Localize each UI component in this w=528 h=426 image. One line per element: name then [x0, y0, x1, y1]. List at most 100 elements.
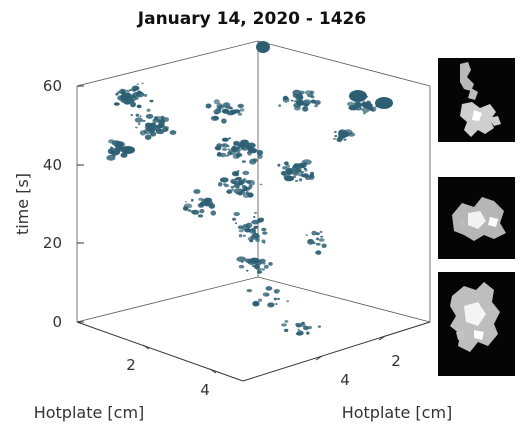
- scatter-point-259: [249, 158, 257, 165]
- scatter-point-219: [227, 148, 230, 151]
- scatter-point-164: [370, 106, 377, 112]
- scatter-point-369: [242, 234, 246, 237]
- scatter-point-372: [251, 232, 260, 239]
- scatter-point-353: [232, 217, 237, 221]
- x-tick-4: 4: [200, 381, 210, 399]
- scatter-point-36: [131, 85, 140, 91]
- scatter-point-254: [219, 152, 227, 158]
- scatter-point-459: [305, 234, 309, 237]
- scatter-point-198: [213, 99, 220, 105]
- scatter-point-98: [106, 154, 116, 161]
- scatter-point-231: [236, 156, 240, 159]
- scatter-point-359: [235, 222, 237, 225]
- scatter-point-286: [302, 173, 310, 178]
- scatter-point-333: [236, 176, 242, 181]
- scatter-point-407: [265, 294, 270, 297]
- y-tick-2: 2: [391, 352, 401, 370]
- scatter-point-76: [154, 116, 158, 120]
- scatter-point-78: [130, 113, 134, 117]
- z-tick-60: 60: [43, 77, 62, 95]
- scatter-point-367: [249, 230, 256, 234]
- scatter-point-29: [136, 90, 142, 95]
- scatter-point-396: [265, 286, 273, 291]
- scatter-point-392: [241, 260, 244, 263]
- scatter-point-282: [277, 163, 281, 167]
- scatter-point-435: [191, 209, 200, 215]
- inset-image-1: [438, 58, 515, 142]
- scatter-point-187: [334, 135, 338, 137]
- scatter-point-247: [240, 144, 250, 151]
- scatter-point-342: [243, 178, 246, 180]
- scatter-point-371: [258, 217, 265, 222]
- scatter-point-447: [318, 238, 325, 242]
- scatter-point-131: [314, 104, 318, 108]
- scatter-point-255: [240, 146, 245, 150]
- scatter-point-84: [164, 126, 169, 130]
- scatter-point-440: [210, 210, 217, 216]
- scatter-point-444: [199, 202, 204, 207]
- scatter-point-370: [261, 227, 267, 232]
- scatter-point-293: [295, 168, 302, 173]
- inset-image-3-graphic: [450, 282, 500, 352]
- scatter-point-378: [236, 256, 247, 263]
- scatter-point-72: [145, 113, 154, 119]
- scatter-point-411: [284, 320, 289, 323]
- inset-image-3: [438, 272, 515, 376]
- scatter-point-82: [147, 128, 155, 133]
- scatter-point-391: [262, 262, 266, 265]
- scatter-point-105: [109, 147, 114, 150]
- scatter-point-3: [143, 93, 148, 97]
- scatter-point-434: [201, 198, 207, 202]
- z-axis: 60 40 20 0 time [s]: [13, 77, 84, 331]
- scatter-point-335: [231, 188, 234, 191]
- scatter-point-290: [298, 178, 303, 182]
- scatter-point-326: [242, 193, 250, 199]
- inset-image-2: [438, 177, 515, 259]
- y-axis-label: Hotplate [cm]: [342, 403, 453, 422]
- scatter-point-121: [278, 104, 282, 107]
- scatter-point-58: [138, 122, 141, 126]
- scatter-point-281: [292, 164, 297, 168]
- scatter-point-285: [304, 162, 307, 165]
- scatter-point-340: [236, 174, 239, 177]
- scatter-point-208: [226, 110, 235, 116]
- scatter-point-257: [248, 147, 258, 154]
- scatter-point-448: [320, 235, 324, 238]
- scatter-point-387: [246, 269, 249, 272]
- scatter-point-83: [150, 124, 154, 126]
- scatter-point-439: [197, 214, 204, 218]
- scatter-point-463: [121, 146, 135, 154]
- scatter-point-431: [190, 198, 194, 202]
- scatter-point-146: [359, 108, 363, 111]
- scatter-point-320: [223, 183, 227, 186]
- scatter-point-16: [149, 99, 154, 103]
- scatter-point-331: [245, 180, 252, 184]
- inset-image-1-graphic: [460, 62, 501, 137]
- scatter-point-235: [256, 149, 264, 156]
- scatter-point-168: [360, 103, 364, 106]
- scatter-point-350: [238, 229, 244, 233]
- scatter-point-363: [251, 219, 260, 225]
- scatter-point-413: [284, 328, 289, 333]
- scatter-point-299: [292, 175, 296, 178]
- scatter-point-386: [259, 258, 266, 263]
- scatter-point-461: [349, 90, 367, 102]
- scatter-point-278: [304, 168, 308, 172]
- scatter-point-201: [205, 103, 212, 109]
- scatter-point-416: [303, 325, 309, 331]
- scatter-point-319: [230, 185, 235, 189]
- scatter-point-166: [361, 106, 370, 113]
- scatter-point-81: [169, 130, 177, 135]
- scatter-point-35: [119, 88, 126, 95]
- scatter-point-206: [228, 106, 233, 110]
- scatter-point-163: [348, 105, 359, 111]
- scatter-point-117: [290, 99, 294, 102]
- z-tick-20: 20: [43, 234, 62, 252]
- scatter-point-417: [317, 325, 321, 328]
- scatter-point-368: [233, 211, 240, 217]
- scatter-point-375: [260, 268, 266, 271]
- chart-title: January 14, 2020 - 1426: [137, 9, 366, 29]
- scatter-point-341: [230, 178, 238, 184]
- scatter-point-170: [363, 102, 373, 109]
- scatter-point-250: [225, 154, 229, 157]
